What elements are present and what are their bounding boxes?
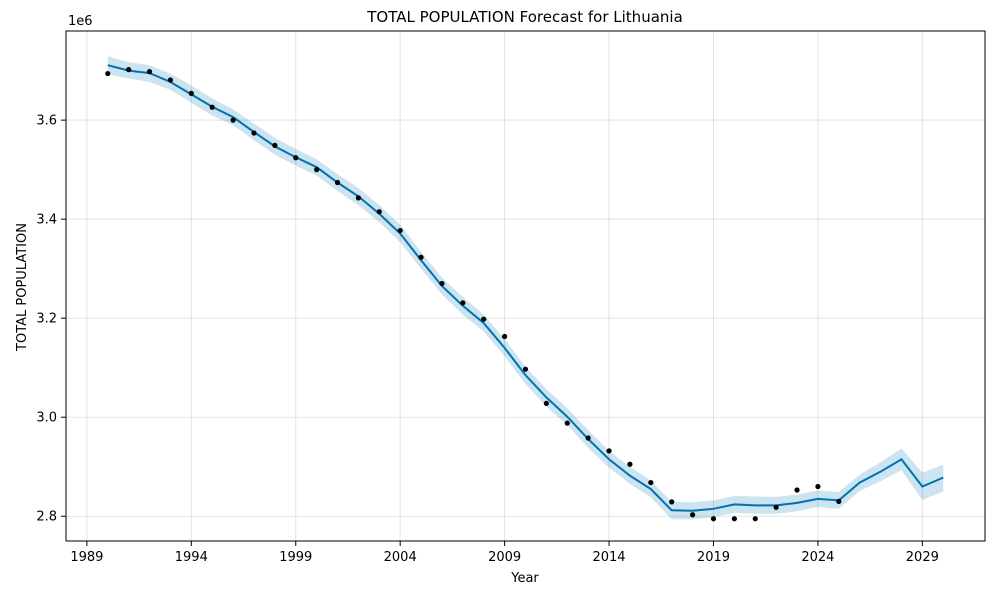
actual-data-point: [314, 167, 320, 173]
actual-data-point: [418, 254, 424, 260]
actual-data-point: [585, 435, 591, 441]
actual-data-point: [167, 77, 174, 83]
y-axis-title: TOTAL POPULATION: [15, 223, 30, 352]
actual-data-point: [669, 499, 675, 505]
actual-data-point: [710, 516, 717, 522]
y-tick-label: 3.6: [36, 114, 57, 129]
actual-data-point: [564, 420, 570, 426]
x-tick-label: 2029: [906, 550, 939, 565]
x-tick-label: 2024: [801, 550, 834, 565]
y-tick-label: 3.2: [36, 312, 57, 327]
grid-layer: [66, 31, 985, 541]
actual-data-point: [439, 280, 445, 287]
y-tick-label: 3.0: [36, 411, 57, 426]
x-tick-label: 1994: [175, 550, 208, 565]
actual-data-point: [460, 300, 466, 306]
x-tick-label: 2019: [697, 550, 730, 565]
x-axis-title: Year: [510, 571, 539, 586]
plot-frame: [65, 30, 986, 542]
x-tick-label: 1999: [279, 550, 312, 565]
x-tick-label: 2009: [488, 550, 521, 565]
actual-data-point: [188, 90, 194, 96]
actual-data-point: [815, 483, 821, 490]
actual-data-point: [355, 195, 362, 201]
actual-data-point: [752, 516, 758, 522]
actual-data-point: [376, 209, 382, 215]
actual-data-point: [126, 67, 132, 73]
actual-data-point: [105, 70, 111, 77]
actual-data-point: [522, 366, 529, 372]
actual-data-point: [606, 448, 612, 454]
forecast-line-layer: [107, 64, 944, 512]
y-offset-label: 1e6: [68, 14, 93, 29]
y-tick-label: 3.4: [36, 213, 57, 228]
actual-points-layer: [105, 67, 842, 522]
actual-data-point: [230, 117, 236, 123]
y-tick-label: 2.8: [36, 510, 57, 525]
actual-data-point: [397, 227, 403, 234]
x-tick-label: 2014: [592, 550, 625, 565]
actual-data-point: [836, 498, 842, 504]
x-tick-label: 1989: [70, 550, 103, 565]
actual-data-point: [731, 516, 737, 522]
actual-data-point: [794, 487, 800, 493]
tick-layer: 1989 1994 1999 2004 2009 2014 2019 2024 2029 2.8 3…: [36, 114, 939, 565]
actual-data-point: [146, 69, 153, 75]
actual-data-point: [502, 333, 508, 340]
chart-title: TOTAL POPULATION Forecast for Lithuania: [366, 8, 683, 26]
actual-data-point: [689, 512, 696, 518]
actual-data-point: [773, 504, 779, 510]
actual-data-point: [543, 400, 549, 406]
actual-data-point: [627, 461, 633, 467]
x-tick-label: 2004: [384, 550, 417, 565]
actual-data-point: [251, 130, 257, 136]
actual-data-point: [481, 316, 487, 322]
forecast-line: [107, 64, 944, 512]
actual-data-point: [272, 142, 278, 148]
actual-data-point: [293, 155, 299, 161]
actual-data-point: [648, 479, 654, 486]
actual-data-point: [209, 104, 215, 110]
actual-data-point: [334, 179, 341, 186]
